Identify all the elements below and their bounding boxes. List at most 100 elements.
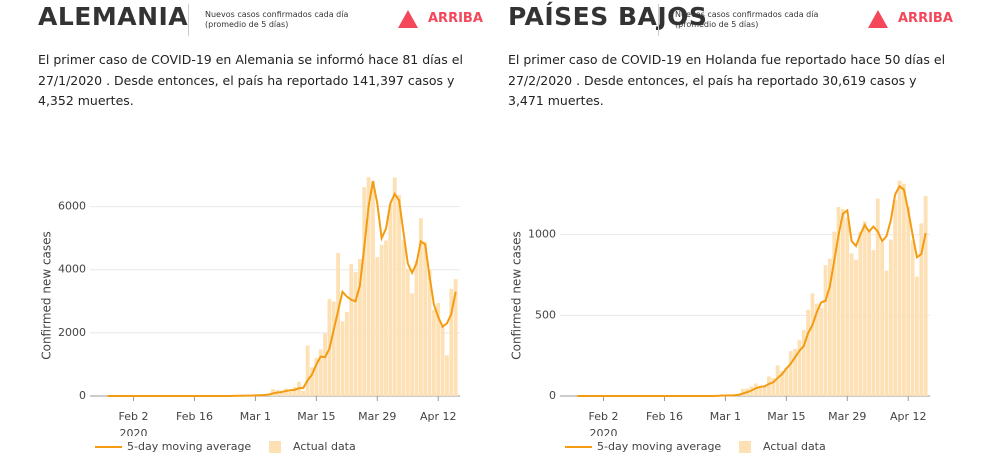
bar: [427, 270, 432, 396]
bar: [423, 241, 428, 396]
bar: [793, 348, 797, 396]
y-tick-label: 6000: [58, 200, 86, 213]
bar: [323, 333, 327, 396]
trend-triangle: [868, 10, 888, 28]
y-axis-label: Confirmed new cases: [510, 231, 524, 360]
bar: [336, 253, 341, 396]
y-tick-label: 0: [549, 389, 556, 402]
x-tick-label: Feb 2: [589, 410, 619, 423]
trend-icon: [398, 10, 418, 28]
bar: [740, 388, 745, 396]
bar: [405, 268, 410, 396]
y-tick-label: 1000: [528, 228, 556, 241]
bar: [780, 370, 784, 396]
bar: [880, 242, 885, 396]
x-tick-label: Mar 29: [358, 410, 396, 423]
y-tick-label: 4000: [58, 263, 86, 276]
bar: [431, 309, 436, 396]
bar: [366, 177, 371, 396]
bar: [401, 240, 406, 396]
bar: [897, 180, 902, 396]
bar: [362, 187, 367, 396]
subtitle: Nuevos casos confirmados cada día (prome…: [205, 10, 349, 29]
mask: [0, 436, 470, 464]
bar: [867, 230, 871, 396]
bar: [418, 218, 423, 396]
bar: [388, 204, 393, 396]
bar: [767, 376, 771, 396]
description: El primer caso de COVID-19 en Alemania s…: [38, 52, 463, 108]
bar: [449, 288, 454, 396]
x-tick-label: Mar 1: [710, 410, 741, 423]
trend-label: ARRIBA: [428, 11, 483, 26]
bar: [353, 271, 358, 396]
bar: [375, 257, 380, 396]
bar: [923, 195, 928, 396]
bar: [283, 388, 288, 396]
bar: [414, 260, 419, 396]
bar: [875, 198, 880, 396]
bar: [279, 391, 284, 396]
chart: 0 500 1000 Feb 2 Feb 16 Mar 1 Mar 15 Mar 29 Apr …: [470, 180, 940, 464]
country-title: ALEMANIA: [38, 2, 189, 31]
bar: [823, 265, 828, 396]
bar: [771, 378, 776, 396]
x-tick-label: Mar 29: [828, 410, 866, 423]
bar: [858, 231, 863, 396]
bar: [871, 250, 876, 396]
bar: [814, 303, 819, 396]
bar: [797, 340, 802, 396]
y-tick-label: 2000: [58, 326, 86, 339]
bar: [810, 293, 815, 396]
bar: [801, 330, 806, 396]
chart: 0 2000 4000 6000 Feb 2 Feb 16 Mar 1 Mar 15 Mar 2…: [0, 177, 470, 464]
bar: [436, 302, 441, 396]
bar: [919, 223, 924, 396]
moving-average-line: [577, 184, 927, 397]
bar: [841, 209, 845, 396]
bar: [440, 325, 445, 396]
bar: [314, 357, 319, 396]
bar: [344, 312, 349, 396]
bar: [349, 263, 354, 396]
bar: [445, 355, 449, 396]
bar: [753, 383, 758, 396]
bar: [762, 386, 767, 396]
legend-label: 5-day moving average: [597, 440, 721, 453]
chart-panel: 0 500 1000 Feb 2 Feb 16 Mar 1 Mar 15 Mar 29 Apr …: [470, 0, 953, 464]
bar: [836, 206, 841, 396]
bar: [906, 206, 911, 396]
bar: [775, 365, 780, 396]
bar: [893, 200, 898, 396]
legend-label: Actual data: [763, 440, 826, 453]
chart-panel: 0 2000 4000 6000 Feb 2 Feb 16 Mar 1 Mar 15 Mar 2…: [0, 0, 483, 464]
country-title: PAÍSES BAJOS: [508, 2, 708, 31]
bar: [384, 240, 388, 396]
bar: [410, 293, 415, 396]
bar: [301, 390, 306, 396]
bar: [862, 221, 867, 396]
bar: [819, 308, 824, 396]
bar: [888, 239, 893, 396]
bar: [806, 309, 811, 396]
legend-swatch: [269, 441, 281, 453]
bar: [832, 231, 837, 396]
legend-swatch: [739, 441, 751, 453]
bar: [310, 367, 314, 396]
bar: [845, 217, 850, 396]
x-tick-label: Feb 2: [119, 410, 149, 423]
bar: [371, 180, 375, 396]
bar: [305, 345, 310, 396]
bar: [357, 259, 362, 396]
divider: [658, 4, 659, 36]
bar: [292, 387, 297, 396]
x-tick-label: Mar 1: [240, 410, 271, 423]
bar: [784, 367, 789, 396]
x-tick-label: Feb 16: [176, 410, 213, 423]
moving-average-line: [107, 181, 457, 397]
legend-label: Actual data: [293, 440, 356, 453]
bar: [827, 258, 832, 396]
bar: [901, 183, 906, 396]
description: El primer caso de COVID-19 en Holanda fu…: [508, 52, 946, 108]
